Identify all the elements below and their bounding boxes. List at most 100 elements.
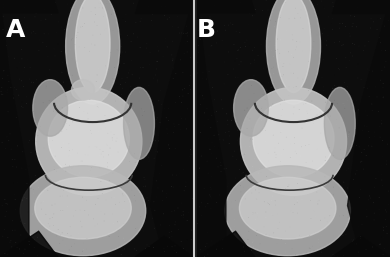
Point: [340, 253, 347, 257]
Point: [336, 67, 342, 71]
Point: [139, 113, 145, 117]
Point: [178, 127, 184, 132]
Point: [341, 0, 347, 3]
Point: [285, 94, 292, 98]
Point: [312, 215, 319, 219]
Point: [118, 186, 124, 190]
Point: [120, 248, 126, 252]
Point: [147, 50, 153, 54]
Point: [316, 238, 322, 242]
Point: [308, 89, 315, 93]
Point: [381, 228, 387, 232]
Point: [342, 106, 348, 110]
Point: [180, 168, 186, 172]
Point: [5, 232, 12, 236]
Point: [359, 128, 365, 132]
Point: [21, 192, 27, 197]
Point: [196, 29, 202, 33]
Point: [21, 196, 28, 200]
Point: [94, 145, 100, 149]
Point: [269, 48, 275, 52]
Point: [13, 87, 20, 91]
Point: [35, 134, 41, 138]
Point: [119, 100, 125, 104]
Point: [202, 111, 208, 115]
Point: [378, 16, 384, 21]
Point: [367, 85, 373, 89]
Point: [0, 203, 5, 207]
Point: [383, 159, 390, 163]
Point: [133, 21, 139, 25]
Point: [341, 155, 347, 159]
Point: [47, 68, 53, 72]
Point: [65, 67, 71, 71]
Point: [289, 53, 295, 57]
Point: [205, 252, 211, 256]
Point: [170, 76, 176, 80]
Point: [14, 0, 21, 3]
Point: [151, 176, 157, 180]
Point: [376, 169, 382, 173]
Point: [110, 171, 116, 175]
Point: [274, 242, 280, 246]
Point: [169, 59, 176, 63]
Point: [112, 70, 118, 75]
Point: [140, 65, 146, 69]
Point: [254, 197, 260, 201]
Point: [65, 2, 71, 6]
Point: [103, 142, 110, 146]
Point: [246, 118, 252, 122]
Point: [157, 89, 163, 93]
Point: [231, 42, 237, 46]
Point: [311, 209, 317, 213]
Point: [368, 16, 374, 20]
Point: [371, 130, 378, 134]
Point: [146, 71, 152, 75]
Point: [238, 190, 244, 194]
Point: [372, 82, 379, 86]
Point: [381, 246, 387, 251]
Point: [153, 195, 160, 199]
Point: [305, 111, 311, 115]
Point: [97, 153, 103, 157]
Point: [105, 161, 111, 165]
Point: [218, 169, 224, 173]
Point: [353, 172, 359, 176]
Point: [156, 172, 163, 176]
Point: [1, 2, 7, 6]
Point: [288, 71, 294, 75]
Point: [359, 150, 365, 154]
Point: [318, 0, 324, 3]
Polygon shape: [0, 231, 58, 257]
Point: [199, 94, 206, 98]
Point: [294, 171, 300, 176]
Point: [73, 208, 79, 213]
Point: [30, 212, 36, 216]
Point: [104, 233, 110, 237]
Point: [344, 186, 351, 190]
Point: [330, 86, 336, 90]
Point: [145, 198, 152, 203]
Point: [252, 58, 258, 62]
Point: [92, 144, 98, 149]
Point: [203, 34, 209, 39]
Point: [179, 88, 186, 92]
Point: [278, 237, 285, 241]
Point: [265, 81, 271, 86]
Point: [88, 9, 94, 13]
Point: [215, 41, 222, 45]
Point: [350, 41, 356, 45]
Point: [66, 154, 72, 158]
Point: [24, 254, 30, 257]
Point: [314, 190, 320, 194]
Point: [12, 207, 19, 211]
Point: [94, 105, 100, 109]
Point: [293, 45, 300, 49]
Point: [207, 185, 214, 189]
Point: [325, 101, 331, 105]
Point: [97, 0, 103, 3]
Point: [366, 95, 372, 99]
Point: [51, 47, 57, 51]
Point: [259, 105, 265, 109]
Point: [362, 44, 368, 48]
